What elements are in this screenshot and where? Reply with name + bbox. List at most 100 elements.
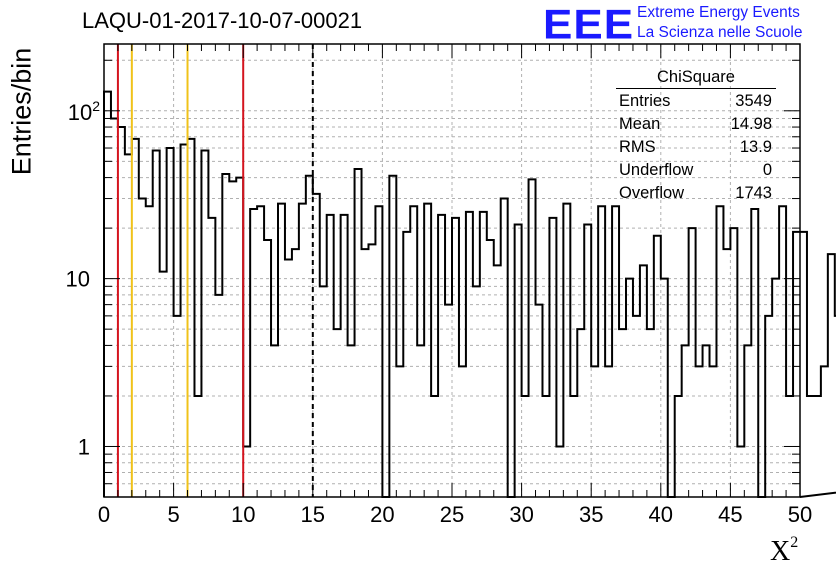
histogram-bin bbox=[111, 118, 118, 497]
x-tick-label: 45 bbox=[718, 502, 742, 527]
histogram-bin bbox=[522, 396, 529, 497]
histogram-bin bbox=[821, 366, 828, 497]
histogram-bin bbox=[723, 249, 730, 497]
histogram-bin bbox=[480, 212, 487, 497]
histogram-bin bbox=[132, 139, 139, 497]
histogram-bin bbox=[445, 305, 452, 497]
histogram-bin bbox=[118, 127, 125, 497]
x-tick-label: 0 bbox=[98, 502, 110, 527]
histogram-bin bbox=[250, 209, 257, 497]
stats-value: 1743 bbox=[735, 184, 772, 202]
histogram-bin bbox=[494, 265, 501, 497]
x-axis-label-base: X bbox=[770, 536, 791, 567]
histogram-bin bbox=[626, 279, 633, 497]
histogram-bin bbox=[375, 206, 382, 497]
histogram-bin bbox=[389, 176, 396, 497]
x-axis-label-sup: 2 bbox=[790, 534, 799, 551]
logo-text-line1: Extreme Energy Events bbox=[637, 4, 800, 21]
stats-label: Mean bbox=[619, 115, 661, 133]
histogram-bin bbox=[807, 396, 814, 497]
histogram-bin bbox=[800, 232, 807, 497]
histogram-bin bbox=[605, 366, 612, 497]
histogram-bin bbox=[410, 206, 417, 497]
stats-value: 0 bbox=[762, 161, 772, 179]
x-tick-label: 15 bbox=[301, 502, 325, 527]
stats-row-mean: Mean 14.98 bbox=[611, 112, 776, 135]
histogram-bin bbox=[570, 396, 577, 497]
histogram-bin bbox=[473, 286, 480, 497]
stats-box: ChiSquare Entries 3549 Mean 14.98 RMS 13.9 … bbox=[611, 66, 776, 204]
histogram-bin bbox=[299, 204, 306, 497]
histogram-bin bbox=[529, 179, 536, 497]
histogram-bin bbox=[828, 254, 835, 497]
x-tick-label: 5 bbox=[167, 502, 179, 527]
histogram-bin bbox=[696, 366, 703, 497]
histogram-bin bbox=[104, 92, 111, 497]
histogram-bin bbox=[153, 150, 160, 497]
histogram-bin bbox=[536, 305, 543, 497]
x-tick-label: 25 bbox=[440, 502, 464, 527]
histogram-bin bbox=[174, 316, 181, 497]
stats-row-overflow: Overflow 1743 bbox=[611, 181, 776, 204]
y-tick-label: 102 bbox=[68, 98, 100, 125]
histogram-bin bbox=[710, 366, 717, 497]
histogram-bin bbox=[640, 265, 647, 497]
stats-label: RMS bbox=[619, 138, 656, 156]
histogram-bin bbox=[438, 215, 445, 497]
histogram-bin bbox=[654, 236, 661, 497]
stats-label: Underflow bbox=[619, 161, 694, 179]
histogram-bin bbox=[362, 249, 369, 497]
histogram-bin bbox=[501, 199, 508, 497]
x-tick-label: 35 bbox=[579, 502, 603, 527]
histogram-bin bbox=[487, 240, 494, 497]
histogram-bin bbox=[348, 345, 355, 497]
x-tick-label: 40 bbox=[649, 502, 673, 527]
stats-title: ChiSquare bbox=[616, 66, 776, 89]
stats-label: Overflow bbox=[619, 184, 685, 202]
stats-row-entries: Entries 3549 bbox=[611, 89, 776, 112]
stats-row-rms: RMS 13.9 bbox=[611, 135, 776, 158]
histogram-bin bbox=[271, 345, 278, 497]
histogram-bin bbox=[515, 225, 522, 497]
stats-value: 3549 bbox=[735, 92, 772, 110]
histogram-bin bbox=[647, 329, 654, 497]
histogram-bin bbox=[368, 244, 375, 497]
histogram-bin bbox=[765, 316, 772, 497]
histogram-bin bbox=[584, 225, 591, 497]
histogram-bin bbox=[682, 345, 689, 497]
x-tick-label: 10 bbox=[231, 502, 255, 527]
histogram-bin bbox=[139, 199, 146, 497]
stats-value: 13.9 bbox=[739, 138, 772, 156]
stats-value: 14.98 bbox=[730, 115, 772, 133]
y-tick-label: 1 bbox=[78, 434, 90, 459]
histogram-bin bbox=[466, 212, 473, 497]
histogram-bin bbox=[292, 249, 299, 497]
histogram-bin bbox=[814, 396, 821, 497]
x-tick-label: 50 bbox=[788, 502, 812, 527]
histogram-bin bbox=[577, 329, 584, 497]
histogram-bin bbox=[556, 446, 563, 497]
histogram-bin bbox=[633, 316, 640, 497]
histogram-bin bbox=[181, 144, 188, 497]
histogram-bin bbox=[689, 228, 696, 497]
histogram-bin bbox=[772, 279, 779, 497]
histogram-bin bbox=[424, 204, 431, 497]
histogram-bin bbox=[146, 206, 153, 497]
histogram-bin bbox=[744, 345, 751, 497]
histogram-bin bbox=[452, 218, 459, 497]
stats-row-underflow: Underflow 0 bbox=[611, 158, 776, 181]
histogram-bin bbox=[730, 228, 737, 497]
histogram-series bbox=[103, 90, 836, 498]
stats-label: Entries bbox=[619, 92, 671, 110]
histogram-bin bbox=[201, 150, 208, 497]
histogram-bin bbox=[675, 396, 682, 497]
histogram-bin bbox=[236, 178, 243, 497]
histogram-bin bbox=[716, 206, 723, 497]
histogram-bin bbox=[229, 181, 236, 497]
histogram-bin bbox=[194, 396, 201, 497]
histogram-bin bbox=[355, 169, 362, 497]
histogram-bin bbox=[160, 272, 167, 497]
x-axis-label: X2 bbox=[770, 534, 799, 568]
histogram-bin bbox=[612, 206, 619, 497]
histogram-bin bbox=[278, 204, 285, 497]
